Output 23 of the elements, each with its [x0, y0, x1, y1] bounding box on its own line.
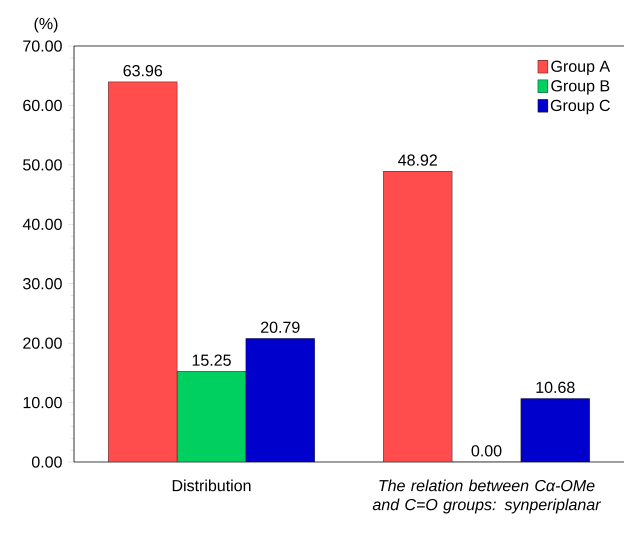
x-tick-label: Distribution [172, 480, 250, 492]
data-label: 10.68 [536, 382, 575, 393]
data-label: 15.25 [192, 354, 231, 366]
bar [246, 338, 315, 462]
y-tick-label: 60.00 [23, 100, 62, 112]
bar [176, 371, 246, 462]
legend-label: Group A [551, 60, 610, 76]
y-tick-label: 20.00 [23, 337, 62, 349]
y-tick-label: 30.00 [23, 278, 62, 290]
legend-label: Group B [551, 80, 610, 95]
y-tick-label: 10.00 [24, 396, 62, 408]
x-tick-label: The relation between Cα-OMe and C=O groups: synperiplanar [372, 480, 602, 514]
data-label: 0.00 [472, 445, 502, 456]
data-label: 63.96 [124, 65, 162, 76]
y-tick-label: 0.00 [32, 456, 62, 468]
bar [520, 398, 590, 462]
data-label: 48.92 [398, 154, 437, 166]
legend-label: Group C [550, 100, 610, 114]
y-tick-label: 50.00 [23, 159, 62, 171]
data-label: 20.79 [261, 322, 300, 333]
y-tick-label: 40.00 [22, 218, 62, 230]
y-axis-title: (%) [34, 18, 58, 32]
y-tick-label: 70.00 [23, 40, 62, 52]
